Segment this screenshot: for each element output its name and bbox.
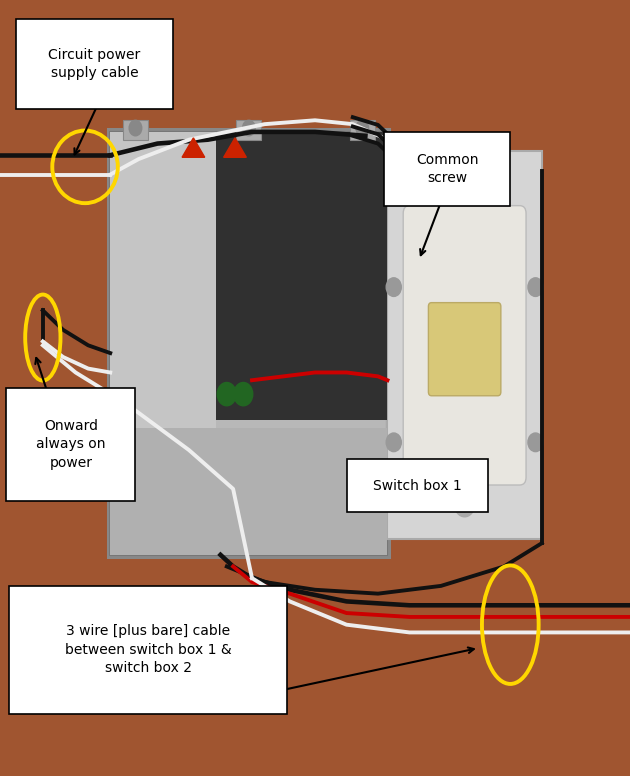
Text: Onward
always on
power: Onward always on power [36, 419, 106, 469]
FancyBboxPatch shape [350, 120, 375, 140]
FancyBboxPatch shape [6, 388, 135, 501]
Text: 3 wire [plus bare] cable
between switch box 1 &
switch box 2: 3 wire [plus bare] cable between switch … [65, 625, 231, 675]
Circle shape [528, 278, 543, 296]
Circle shape [455, 492, 475, 517]
FancyBboxPatch shape [403, 206, 526, 485]
FancyBboxPatch shape [110, 132, 387, 555]
Polygon shape [182, 138, 205, 158]
Circle shape [243, 120, 255, 136]
FancyBboxPatch shape [110, 428, 387, 555]
FancyBboxPatch shape [107, 128, 391, 559]
Circle shape [386, 433, 401, 452]
Circle shape [356, 120, 369, 136]
Polygon shape [224, 138, 246, 158]
FancyBboxPatch shape [387, 151, 542, 539]
Circle shape [459, 179, 470, 193]
FancyBboxPatch shape [215, 132, 387, 420]
Circle shape [455, 174, 475, 199]
Text: Switch box 1: Switch box 1 [373, 479, 462, 493]
Text: Circuit power
supply cable: Circuit power supply cable [49, 48, 140, 80]
Circle shape [217, 383, 236, 406]
Circle shape [234, 383, 253, 406]
Circle shape [129, 120, 142, 136]
FancyBboxPatch shape [384, 132, 510, 206]
Polygon shape [76, 417, 94, 436]
Circle shape [386, 278, 401, 296]
FancyBboxPatch shape [428, 303, 501, 396]
FancyBboxPatch shape [346, 459, 488, 512]
FancyBboxPatch shape [16, 19, 173, 109]
Circle shape [459, 497, 470, 511]
FancyBboxPatch shape [110, 132, 215, 555]
FancyBboxPatch shape [9, 586, 287, 714]
FancyBboxPatch shape [236, 120, 261, 140]
FancyBboxPatch shape [123, 120, 148, 140]
Text: Common
screw: Common screw [416, 153, 479, 185]
Circle shape [528, 433, 543, 452]
